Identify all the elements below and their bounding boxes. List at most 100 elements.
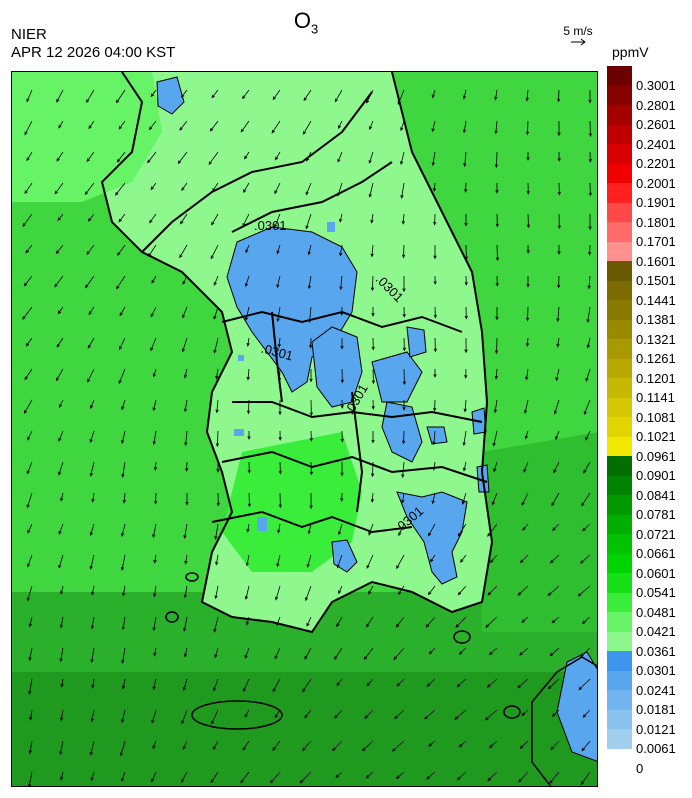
wind-arrow-icon — [587, 275, 591, 290]
wind-arrow-icon — [456, 771, 467, 781]
wind-arrow-icon — [26, 461, 33, 475]
wind-arrow-icon — [181, 709, 188, 725]
wind-arrow-icon — [586, 306, 591, 323]
wind-arrow-icon — [54, 275, 64, 288]
wind-arrow-icon — [526, 244, 530, 254]
small-low-ozone-cell-3 — [257, 517, 267, 531]
wind-arrow-icon — [184, 554, 188, 565]
wind-arrow-icon — [150, 337, 157, 352]
wind-arrow-icon — [555, 430, 560, 441]
wind-arrow-icon — [336, 554, 343, 569]
wind-arrow-icon — [117, 244, 126, 256]
wind-arrow-icon — [464, 368, 468, 379]
colorbar-segment — [607, 378, 632, 398]
wind-arrow-icon — [401, 213, 405, 225]
wind-arrow-icon — [154, 492, 158, 505]
wind-arrow-icon — [334, 89, 343, 103]
wind-arrow-icon — [244, 306, 250, 321]
wind-arrow-icon — [247, 431, 251, 440]
wind-arrow-icon — [585, 430, 591, 441]
wind-arrow-icon — [551, 616, 560, 624]
wind-arrow-icon — [278, 430, 282, 441]
wind-arrow-icon — [525, 120, 530, 136]
wind-arrow-icon — [578, 678, 591, 691]
wind-arrow-icon — [271, 120, 281, 134]
wind-arrow-icon — [305, 182, 312, 196]
wind-arrow-icon — [182, 275, 188, 285]
wind-arrow-icon — [428, 523, 436, 537]
wind-arrow-icon — [368, 182, 374, 198]
wind-arrow-icon — [181, 337, 188, 353]
wind-arrow-icon — [209, 120, 219, 132]
colorbar-tick-label: 0.1021 — [636, 429, 676, 444]
wind-arrow-icon — [121, 430, 126, 445]
north-light-zone — [12, 72, 162, 202]
wind-arrow-icon — [340, 306, 344, 316]
colorbar-segment — [607, 144, 632, 164]
wind-arrow-icon — [463, 151, 467, 168]
wind-arrow-icon — [153, 554, 157, 564]
colorbar-tick-label: 0.1501 — [636, 273, 676, 288]
wind-arrow-icon — [433, 337, 437, 353]
wind-arrow-icon — [464, 306, 468, 320]
inland-low-ozone-patch-2 — [371, 351, 423, 403]
wind-arrow-icon — [494, 89, 498, 101]
wind-arrow-icon — [337, 182, 343, 197]
wind-arrow-icon — [491, 492, 498, 506]
wind-arrow-icon — [59, 647, 64, 663]
wind-arrow-icon — [25, 244, 33, 254]
wind-arrow-icon — [495, 244, 500, 262]
wind-arrow-icon — [90, 709, 95, 723]
colorbar-segment — [607, 573, 632, 593]
wind-arrow-icon — [494, 337, 499, 355]
wind-arrow-icon — [526, 276, 530, 288]
colorbar-tick-label: 0.0121 — [636, 721, 676, 737]
sea-darkest-region — [12, 672, 597, 786]
wind-arrow-icon — [495, 213, 499, 228]
wind-arrow-icon — [581, 740, 591, 752]
wind-arrow-icon — [91, 585, 95, 596]
contour-label: .0301 — [254, 218, 287, 233]
wind-arrow-icon — [89, 461, 95, 477]
wind-arrow-icon — [460, 554, 467, 563]
wind-arrow-icon — [305, 213, 312, 230]
wind-arrow-icon — [336, 678, 343, 687]
small-low-ozone-cell-2 — [234, 429, 244, 436]
wind-arrow-icon — [432, 182, 437, 192]
wind-arrow-icon — [370, 461, 375, 478]
colorbar-segment — [607, 592, 632, 613]
colorbar-segment — [607, 612, 632, 632]
wind-arrow-icon — [210, 244, 219, 260]
wind-arrow-icon — [302, 740, 312, 752]
colorbar-segment — [607, 202, 632, 223]
colorbar-tick-label: 0.0721 — [636, 526, 676, 542]
wind-arrow-icon — [121, 678, 126, 690]
wind-arrow-icon — [335, 771, 343, 779]
wind-arrow-icon — [461, 492, 467, 505]
wind-arrow-icon — [580, 647, 591, 658]
wind-arrow-icon — [580, 771, 591, 786]
wind-arrow-icon — [56, 337, 64, 348]
wind-arrow-icon — [366, 678, 374, 687]
wind-arrow-icon — [432, 461, 436, 471]
wind-arrow-icon — [427, 585, 436, 596]
wind-arrow-icon — [27, 430, 33, 441]
colorbar-tick-label: 0.0361 — [636, 643, 676, 659]
wind-arrow-icon — [183, 523, 188, 540]
wind-arrow-icon — [215, 554, 219, 566]
unit-label: ppmV — [612, 44, 649, 60]
wind-arrow-icon — [118, 213, 126, 223]
wind-arrow-icon — [525, 306, 530, 322]
colorbar-tick-label: 0.0481 — [636, 604, 676, 620]
wind-arrow-icon — [60, 678, 64, 688]
wind-arrow-icon — [486, 678, 498, 688]
wind-arrow-icon — [492, 430, 498, 447]
wind-arrow-icon — [433, 369, 437, 378]
wind-arrow-icon — [334, 647, 343, 660]
east-sea-band — [482, 432, 597, 632]
wind-arrow-icon — [340, 492, 344, 502]
wind-arrow-icon — [151, 709, 157, 724]
wind-arrow-icon — [269, 771, 281, 784]
wind-arrow-icon — [24, 182, 33, 195]
wind-arrow-icon — [519, 554, 529, 564]
